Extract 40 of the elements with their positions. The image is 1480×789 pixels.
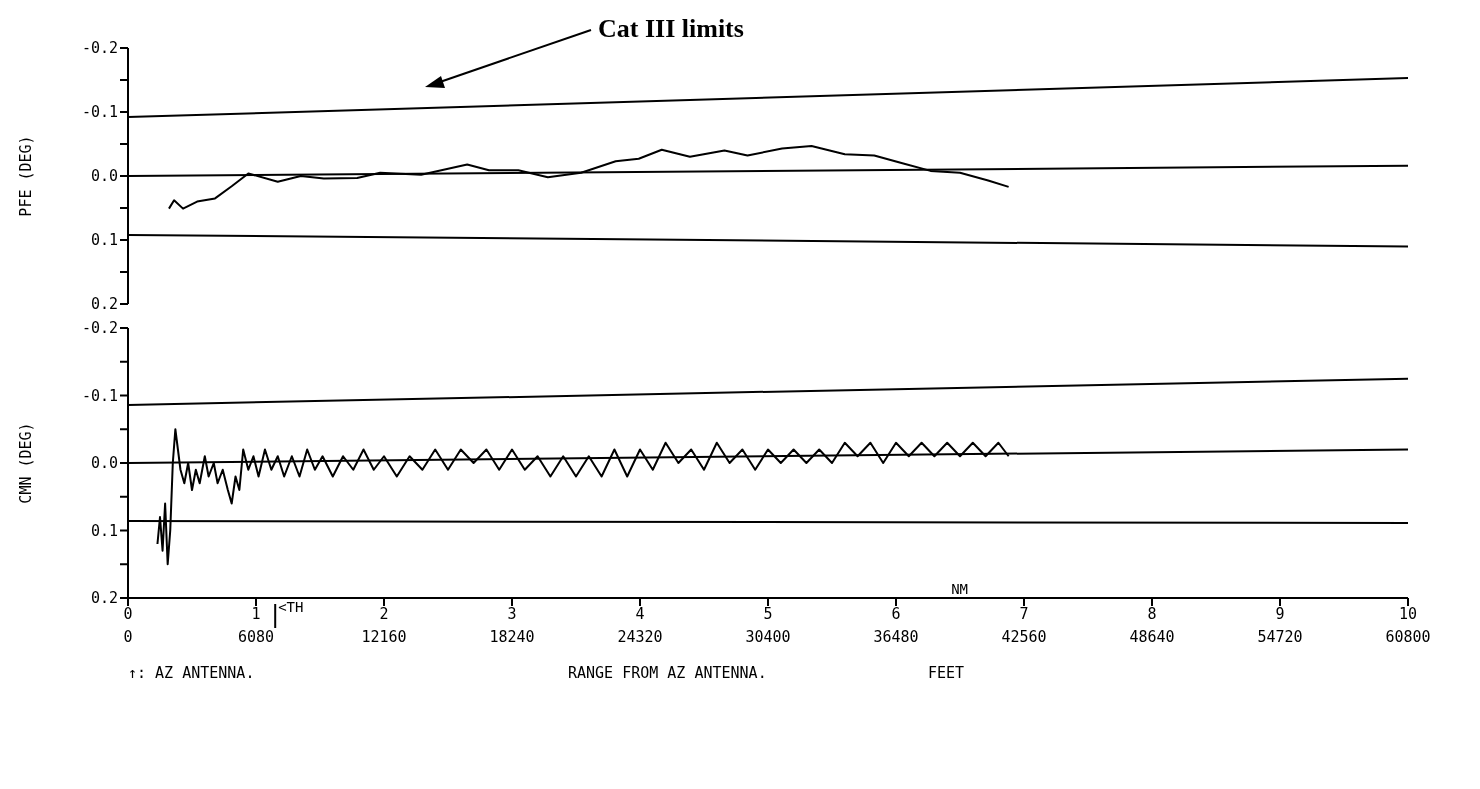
x2-tick-label: 0 [123,628,133,646]
y-tick-label: 0.1 [90,231,118,250]
y-tick-label: -0.1 [81,386,118,405]
y-tick-label: -0.1 [81,103,118,122]
y-tick-label: 0.1 [90,521,118,540]
x-tick-label: 8 [1147,604,1157,623]
x-axis-title: NM [951,580,968,597]
text: ↑: AZ ANTENNA. [128,664,255,682]
x-tick-label: 6 [891,604,901,623]
x2-tick-label: 54720 [1257,628,1303,646]
y-axis-title: CMN (DEG) [17,422,36,504]
x2-tick-label: 12160 [361,628,407,646]
x-tick-label: 3 [507,604,517,623]
x2-tick-label: 6080 [237,628,275,646]
x2-tick-label: 42560 [1001,628,1047,646]
x2-tick-label: 30400 [745,628,791,646]
x2-tick-label: 60800 [1385,628,1431,646]
ref-line-label: <TH [278,599,304,615]
y-tick-label: 0.0 [90,454,118,473]
y-axis-title: PFE (DEG) [17,135,36,217]
x-tick-label: 9 [1275,604,1285,623]
text: FEET [928,664,965,682]
y-tick-label: -0.2 [81,319,118,338]
x2-tick-label: 48640 [1129,628,1175,646]
x-tick-label: 7 [1019,604,1029,623]
y-tick-label: 0.2 [90,295,118,314]
y-tick-label: -0.2 [81,39,118,58]
text: Cat III limits [598,14,744,43]
x2-axis-title: RANGE FROM AZ ANTENNA. [568,664,767,682]
x-tick-label: 0 [123,604,133,623]
y-tick-label: 0.2 [90,589,118,608]
x-tick-label: 4 [635,604,645,623]
x2-tick-label: 24320 [617,628,663,646]
x-tick-label: 5 [763,604,773,623]
x-tick-label: 2 [379,604,389,623]
x2-tick-label: 18240 [489,628,535,646]
y-tick-label: 0.0 [90,167,118,186]
x-tick-label: 10 [1398,604,1418,623]
x-tick-label: 1 [251,604,261,623]
x2-tick-label: 36480 [873,628,919,646]
